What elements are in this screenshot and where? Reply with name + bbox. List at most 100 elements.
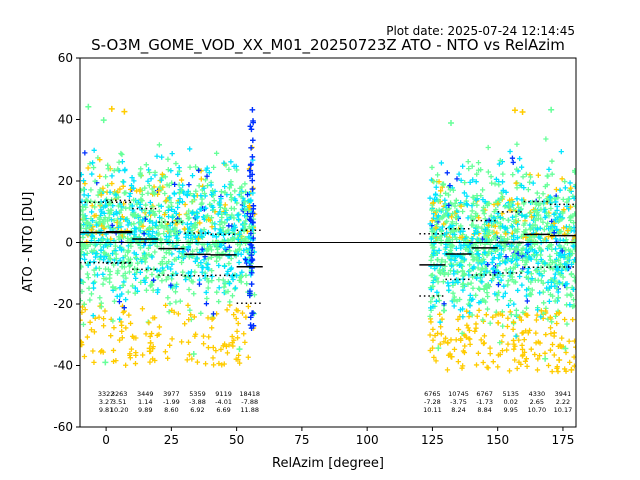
scatter-point [132,285,138,291]
scatter-point [150,277,157,283]
scatter-point [165,207,172,213]
scatter-point [557,272,563,278]
bin-mean-label: 3.51 [112,398,126,406]
scatter-point [226,253,232,259]
scatter-point [199,234,205,240]
scatter-point [460,306,466,312]
scatter-point [97,201,103,207]
scatter-point [148,176,154,182]
scatter-point [180,249,186,255]
scatter-point [470,200,476,206]
scatter-point [218,229,224,236]
scatter-point [205,261,211,267]
bin-count-label: 3263 [111,390,128,398]
scatter-point [189,199,195,205]
scatter-point [202,177,209,183]
scatter-point [143,274,149,281]
scatter-point [450,210,456,217]
scatter-point [433,298,439,304]
scatter-point [228,255,234,262]
scatter-point [518,317,524,323]
scatter-point [437,341,443,347]
scatter-point [236,352,242,358]
scatter-point [80,186,87,192]
scatter-point [85,103,92,110]
scatter-point [499,179,506,185]
scatter-point [444,218,450,224]
bin-std-label: 9.89 [138,406,152,414]
scatter-point [492,223,498,229]
scatter-point [227,248,233,254]
scatter-point [210,344,216,351]
scatter-point [445,280,451,286]
bin-count-label: 5135 [502,390,519,398]
scatter-point [474,198,480,204]
scatter-point [145,190,151,196]
scatter-point [152,315,158,321]
scatter-point [151,190,157,196]
scatter-point [557,187,563,193]
scatter-point [168,266,174,272]
scatter-point [562,316,568,323]
scatter-point [80,217,86,223]
scatter-point [538,206,544,212]
scatter-point [87,319,93,325]
scatter-point [111,218,117,224]
scatter-point [226,342,232,348]
scatter-point [206,334,212,340]
scatter-point [145,178,151,184]
scatter-point [203,301,210,307]
scatter-point [133,254,139,261]
scatter-point [466,262,473,268]
scatter-point [480,317,486,323]
scatter-point [432,266,438,272]
scatter-point [131,229,138,235]
scatter-point [449,219,456,225]
scatter-point [550,293,556,299]
scatter-point [544,182,550,188]
scatter-point [236,259,242,266]
scatter-point [505,341,511,347]
bin-mean-label: -1.73 [476,398,493,406]
scatter-point [155,225,161,232]
scatter-point [494,242,501,248]
scatter-point [117,285,123,291]
scatter-point [478,337,484,343]
scatter-point [443,244,449,250]
scatter-point [97,173,103,179]
scatter-point [534,367,541,373]
scatter-point [447,229,454,235]
scatter-point [559,248,565,254]
scatter-point [434,289,440,295]
scatter-point [496,255,502,261]
scatter-point [557,217,563,223]
scatter-point [102,203,108,209]
scatter-point [162,212,168,218]
scatter-point [96,189,103,195]
scatter-point [232,188,238,194]
scatter-point [192,233,198,239]
scatter-point [201,185,207,191]
scatter-point [212,221,218,227]
scatter-point [144,252,150,258]
scatter-point [242,213,248,219]
scatter-point [99,348,105,354]
scatter-point [116,299,123,305]
scatter-point [107,275,113,281]
scatter-point [500,216,506,222]
scatter-point [447,183,453,189]
scatter-point [216,360,222,367]
scatter-point [440,214,446,220]
scatter-point [213,347,219,354]
scatter-point [102,214,108,221]
scatter-point [83,197,89,203]
scatter-point [542,214,548,221]
scatter-point [218,188,225,195]
scatter-point [123,296,129,303]
scatter-point [448,120,455,127]
scatter-point [209,188,216,194]
scatter-point [103,242,109,248]
scatter-point [165,295,171,301]
scatter-point [249,186,256,192]
scatter-point [450,279,456,286]
